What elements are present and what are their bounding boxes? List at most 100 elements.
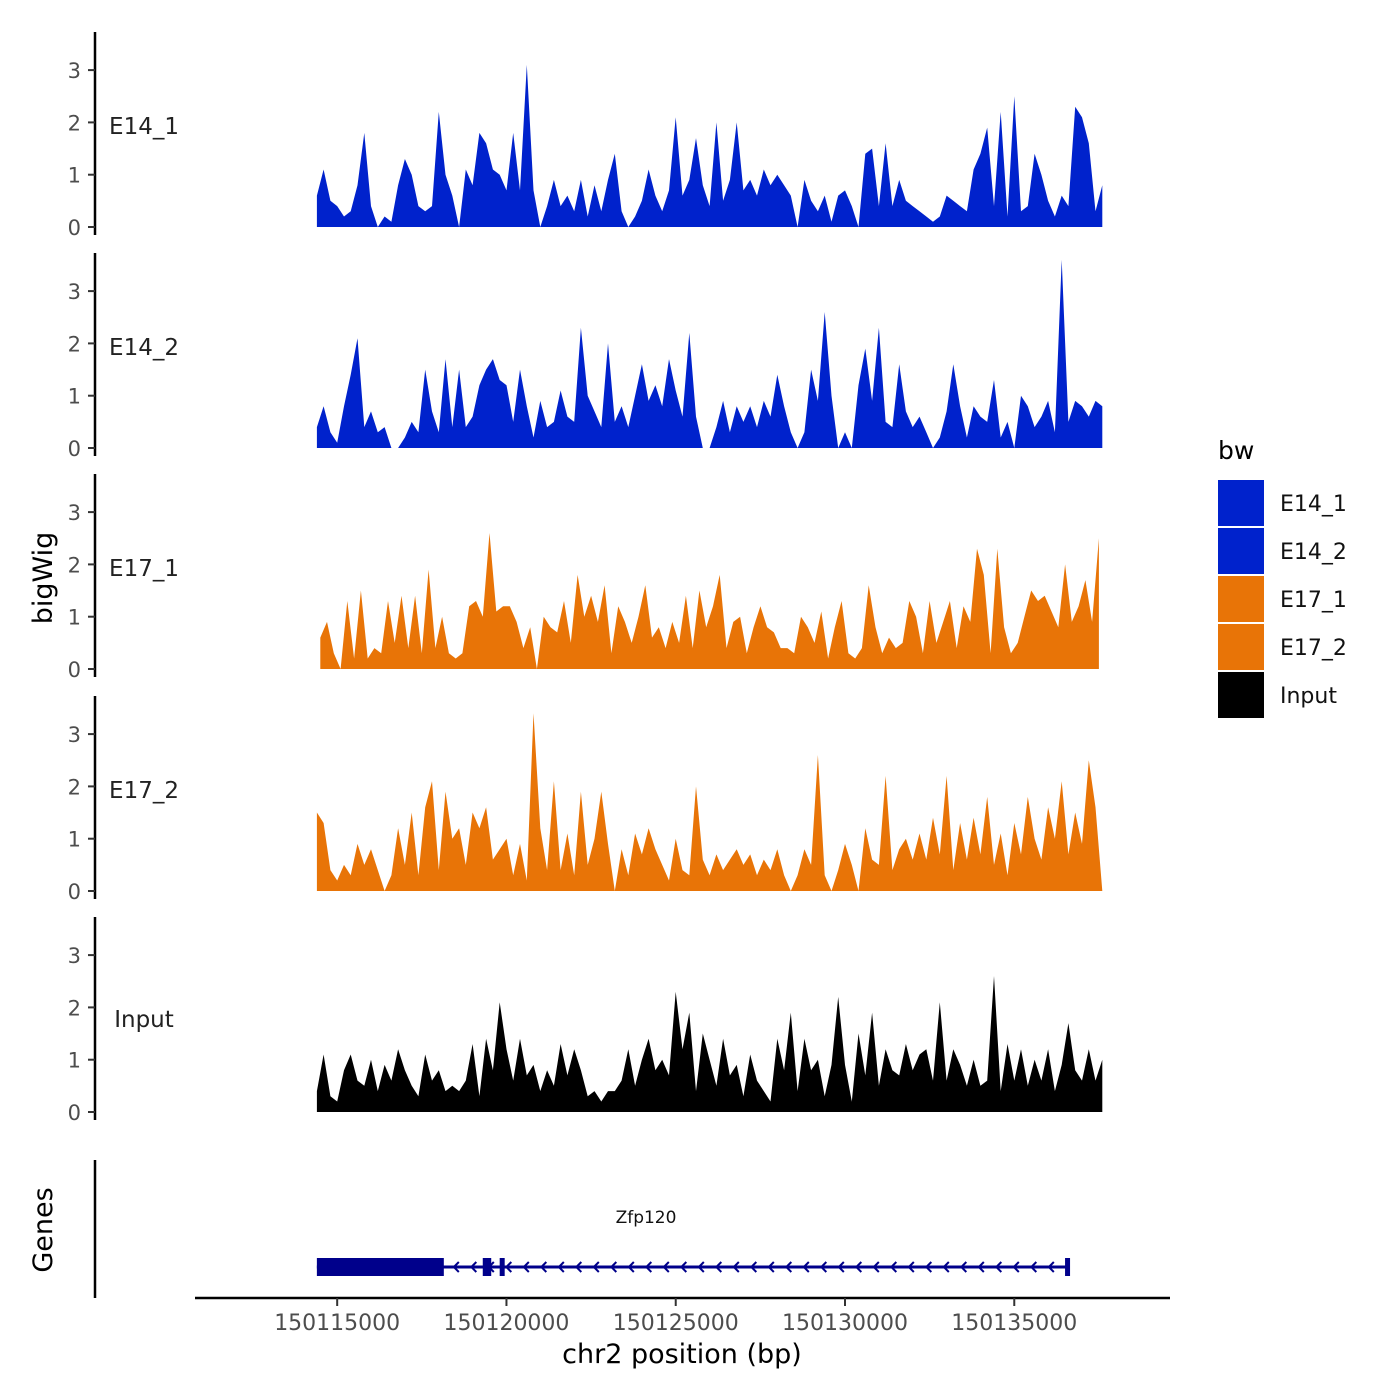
- gene-exon: [482, 1258, 492, 1276]
- strand-arrow: [662, 1261, 670, 1273]
- track-e17_2: 0 1 2 3 E17_2: [68, 696, 1103, 904]
- track-label: E17_2: [109, 778, 179, 804]
- legend-item-input: Input: [1218, 672, 1337, 718]
- y-tick-label: 2: [68, 775, 81, 799]
- coverage-area-e17_1: [320, 533, 1099, 669]
- strand-arrow: [627, 1261, 635, 1273]
- strand-arrow: [942, 1261, 950, 1273]
- strand-arrow: [872, 1261, 880, 1273]
- legend-label: Input: [1280, 684, 1337, 709]
- track-e14_1: 0 1 2 3 E14_1: [68, 32, 1103, 240]
- strand-arrow: [539, 1261, 548, 1273]
- strand-arrow: [679, 1261, 688, 1273]
- legend-item-e17_1: E17_1: [1218, 576, 1347, 622]
- strand-arrow: [854, 1261, 863, 1273]
- strand-arrow: [574, 1261, 583, 1273]
- legend-swatch: [1218, 672, 1264, 718]
- y-tick-label: 1: [68, 1049, 81, 1073]
- gene-exon: [1065, 1258, 1071, 1276]
- strand-arrow: [802, 1261, 810, 1273]
- x-axis-title: chr2 position (bp): [562, 1339, 802, 1370]
- legend-swatch: [1218, 576, 1264, 622]
- y-tick-label: 3: [68, 501, 81, 525]
- strand-arrow: [1029, 1261, 1038, 1273]
- strand-arrow: [522, 1261, 530, 1273]
- x-tick-label: 150135000: [951, 1311, 1077, 1336]
- x-axis: 150115000 150120000 150125000 150130000 1501…: [195, 1296, 1170, 1336]
- legend-title: bw: [1218, 436, 1254, 465]
- y-tick-label: 3: [68, 59, 81, 83]
- track-label: E14_1: [109, 114, 179, 140]
- gene-zfp120: Zfp120: [316, 1208, 1071, 1276]
- legend-item-e14_1: E14_1: [1218, 480, 1347, 526]
- coverage-area-e17_2: [316, 713, 1103, 891]
- y-tick-label: 0: [68, 1101, 81, 1125]
- y-tick-label: 1: [68, 606, 81, 630]
- strand-arrow: [907, 1261, 915, 1273]
- strand-arrow: [714, 1261, 723, 1273]
- legend-swatch: [1218, 624, 1264, 670]
- legend-label: E17_2: [1280, 636, 1347, 661]
- y-tick-label: 3: [68, 280, 81, 304]
- strand-arrow: [924, 1261, 933, 1273]
- strand-arrow: [452, 1261, 460, 1273]
- track-label: Input: [114, 1007, 174, 1033]
- y-tick-label: 1: [68, 828, 81, 852]
- genes-axis-title: Genes: [28, 1187, 59, 1272]
- legend-item-e14_2: E14_2: [1218, 528, 1347, 574]
- strand-arrow: [1012, 1261, 1020, 1273]
- legend-swatch: [1218, 480, 1264, 526]
- strand-arrow: [557, 1261, 565, 1273]
- y-tick-label: 3: [68, 723, 81, 747]
- strand-arrow: [1047, 1261, 1055, 1273]
- legend-label: E17_1: [1280, 588, 1347, 613]
- strand-arrow: [749, 1261, 758, 1273]
- y-tick-label: 3: [68, 944, 81, 968]
- x-tick-label: 150125000: [613, 1311, 739, 1336]
- strand-arrow: [994, 1261, 1003, 1273]
- coverage-area-input: [316, 976, 1103, 1112]
- strand-arrow: [644, 1261, 653, 1273]
- track-input: 0 1 2 3 Input: [68, 917, 1103, 1125]
- y-tick-label: 0: [68, 658, 81, 682]
- strand-arrow: [732, 1261, 740, 1273]
- track-label: E14_2: [109, 335, 179, 361]
- strand-arrow: [889, 1261, 898, 1273]
- y-tick-label: 2: [68, 553, 81, 577]
- legend-item-e17_2: E17_2: [1218, 624, 1347, 670]
- strand-arrow: [784, 1261, 793, 1273]
- x-tick-label: 150130000: [782, 1311, 908, 1336]
- gene-name-label: Zfp120: [616, 1208, 677, 1228]
- bigwig-tracks: 0 1 2 3 E14_1 0 1 2 3 E14_2 0 1 2 3 E17_1 0 1 2 3 E17_2 0 1 2 3…: [68, 32, 1103, 1125]
- y-tick-label: 0: [68, 437, 81, 461]
- x-tick-label: 150120000: [443, 1311, 569, 1336]
- legend-label: E14_1: [1280, 492, 1347, 517]
- y-tick-label: 1: [68, 385, 81, 409]
- coverage-area-e14_1: [316, 64, 1103, 228]
- y-tick-label: 2: [68, 996, 81, 1020]
- legend: bw E14_1 E14_2 E17_1 E17_2 Input: [1218, 436, 1347, 718]
- y-tick-label: 0: [68, 216, 81, 240]
- strand-arrow: [504, 1261, 513, 1273]
- track-e17_1: 0 1 2 3 E17_1: [68, 474, 1099, 682]
- y-tick-label: 2: [68, 111, 81, 135]
- coverage-area-e14_2: [316, 259, 1103, 448]
- strand-arrow: [977, 1261, 985, 1273]
- strand-arrow: [767, 1261, 775, 1273]
- strand-arrow: [609, 1261, 618, 1273]
- track-label: E17_1: [109, 556, 179, 582]
- strand-arrow: [697, 1261, 705, 1273]
- strand-arrow: [469, 1261, 478, 1273]
- legend-swatch: [1218, 528, 1264, 574]
- y-tick-label: 2: [68, 332, 81, 356]
- strand-arrow: [592, 1261, 600, 1273]
- track-e14_2: 0 1 2 3 E14_2: [68, 253, 1103, 461]
- strand-arrow: [837, 1261, 845, 1273]
- gene-exon: [316, 1258, 444, 1276]
- x-tick-label: 150115000: [274, 1311, 400, 1336]
- genes-panel: Zfp120: [93, 1160, 1071, 1298]
- gene-exon: [499, 1258, 505, 1276]
- y-tick-label: 0: [68, 880, 81, 904]
- strand-arrow: [819, 1261, 828, 1273]
